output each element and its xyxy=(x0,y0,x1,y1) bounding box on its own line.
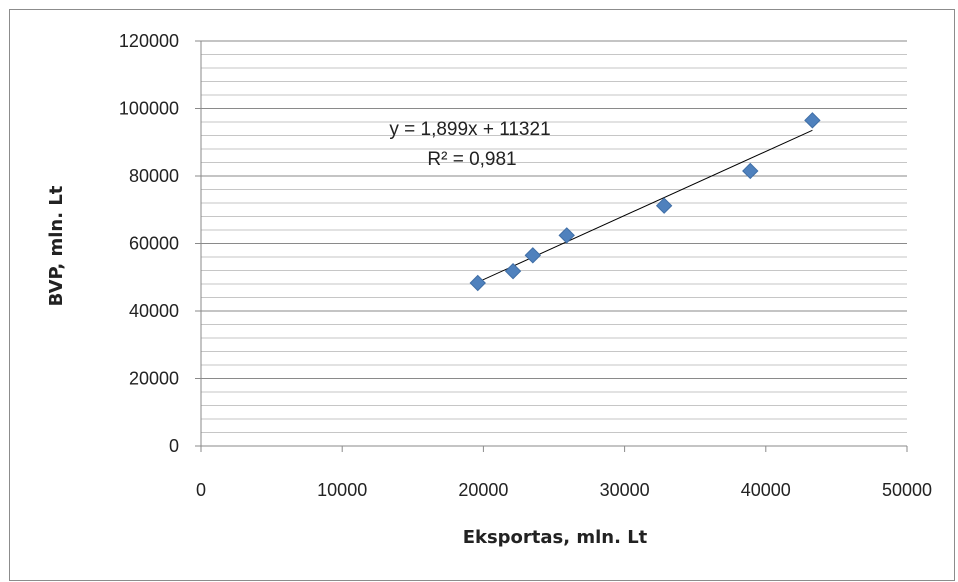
data-point xyxy=(558,227,575,244)
y-tick-label: 100000 xyxy=(119,99,179,119)
data-point xyxy=(524,247,542,264)
grid xyxy=(201,40,907,447)
y-axis-title: BVP, mln. Lt xyxy=(46,185,67,306)
x-axis-title: Eksportas, mln. Lt xyxy=(463,527,648,548)
trendline-equation: y = 1,899x + 11321 xyxy=(389,119,550,140)
data-point xyxy=(742,162,759,180)
y-tick-label: 40000 xyxy=(129,301,179,321)
data-points xyxy=(469,112,821,292)
r-squared-label: R² = 0,981 xyxy=(427,149,516,170)
y-tick-label: 60000 xyxy=(129,234,179,254)
x-tick-label: 30000 xyxy=(600,480,650,500)
trendline xyxy=(477,129,813,283)
data-point xyxy=(804,112,821,129)
y-tick-label: 0 xyxy=(169,436,179,456)
data-point xyxy=(469,274,486,292)
x-tick-label: 10000 xyxy=(317,480,367,500)
x-tick-label: 0 xyxy=(196,480,206,500)
x-tick-label: 50000 xyxy=(882,480,932,500)
axes xyxy=(195,40,908,452)
x-tick-label: 20000 xyxy=(458,480,508,500)
x-tick-labels: 0 10000 20000 30000 40000 50000 xyxy=(196,480,932,500)
data-point xyxy=(655,197,673,214)
x-tick-label: 40000 xyxy=(741,480,791,500)
data-point xyxy=(504,262,522,280)
chart-frame xyxy=(9,9,955,581)
y-tick-labels: 0 20000 40000 60000 80000 100000 120000 xyxy=(119,31,179,456)
y-tick-label: 120000 xyxy=(119,31,179,51)
y-tick-label: 80000 xyxy=(129,166,179,186)
y-tick-label: 20000 xyxy=(129,369,179,389)
